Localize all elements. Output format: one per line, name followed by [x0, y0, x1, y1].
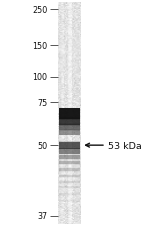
Bar — [59, 149, 80, 154]
Bar — [59, 161, 80, 164]
Bar — [59, 118, 80, 126]
Bar — [59, 142, 80, 149]
Bar — [59, 180, 80, 184]
Bar — [59, 192, 80, 196]
Bar — [59, 124, 80, 131]
Bar — [59, 131, 80, 135]
Bar — [59, 174, 80, 178]
Bar — [59, 154, 80, 160]
Bar — [59, 148, 80, 155]
Bar — [59, 175, 80, 177]
Bar — [59, 199, 80, 202]
Text: 75: 75 — [37, 98, 48, 107]
Bar — [59, 181, 80, 183]
Text: 50: 50 — [37, 141, 48, 150]
Text: 250: 250 — [32, 6, 48, 15]
Bar — [59, 155, 80, 159]
Text: 150: 150 — [33, 42, 48, 51]
Bar — [59, 109, 80, 120]
Bar — [58, 3, 81, 224]
Text: 37: 37 — [37, 212, 48, 220]
Bar — [59, 118, 80, 126]
Text: 53 kDa: 53 kDa — [108, 141, 142, 150]
Bar — [59, 130, 80, 136]
Text: 100: 100 — [33, 73, 48, 82]
Bar — [59, 193, 80, 195]
Bar — [59, 187, 80, 188]
Bar — [59, 200, 80, 202]
Bar — [59, 160, 80, 165]
Bar — [59, 108, 80, 121]
Bar — [59, 141, 80, 150]
Bar — [59, 125, 80, 131]
Bar — [59, 168, 80, 172]
Bar — [59, 186, 80, 189]
Bar — [59, 168, 80, 171]
